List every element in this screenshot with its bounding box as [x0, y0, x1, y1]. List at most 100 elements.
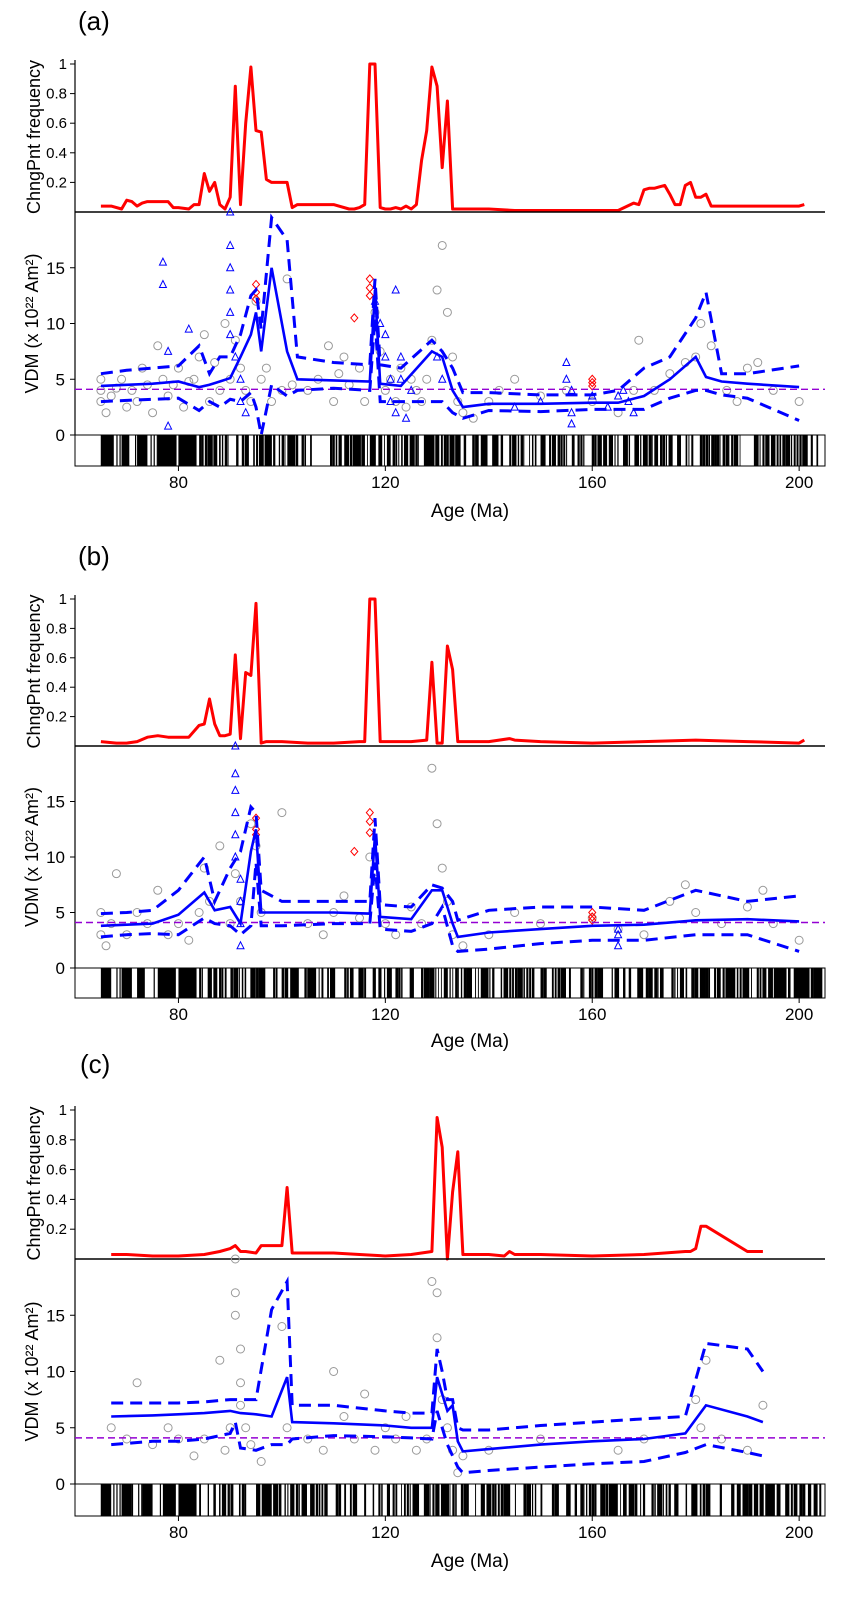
vdm-triangle-point — [567, 407, 576, 417]
vdm-data-point — [329, 1367, 339, 1376]
polarity-stripe — [395, 1484, 398, 1516]
vdm-data-point — [318, 930, 328, 940]
polarity-stripe — [634, 1484, 638, 1516]
polarity-stripe — [807, 968, 810, 998]
vdm-data-point — [132, 1378, 142, 1388]
polarity-stripe — [227, 435, 229, 466]
vdm-triangle-point — [567, 418, 576, 428]
polarity-stripe — [423, 1484, 428, 1516]
polarity-stripe — [614, 435, 616, 466]
polarity-stripe — [813, 968, 817, 998]
polarity-stripe — [435, 435, 440, 466]
polarity-stripe — [788, 1484, 790, 1516]
polarity-stripe — [172, 435, 174, 466]
polarity-stripe — [759, 968, 762, 998]
polarity-stripe — [440, 435, 443, 466]
polarity-stripe — [486, 968, 489, 998]
polarity-stripe — [443, 1484, 448, 1516]
polarity-stripe — [116, 435, 118, 466]
vdm-diamond-point — [365, 827, 374, 838]
vdm-data-point — [722, 385, 732, 395]
polarity-stripe — [768, 968, 772, 998]
vdm-data-point — [432, 819, 442, 829]
polarity-stripe — [705, 435, 709, 466]
polarity-stripe — [492, 968, 495, 998]
x-tick-label: 120 — [371, 1005, 399, 1024]
polarity-stripe — [714, 968, 717, 998]
polarity-stripe — [287, 968, 289, 998]
polarity-stripe — [517, 435, 520, 466]
polarity-stripe — [475, 435, 479, 466]
polarity-stripe — [523, 1484, 527, 1516]
polarity-stripe — [674, 968, 676, 998]
vdm-data-point — [329, 397, 339, 407]
vdm-data-point — [706, 341, 716, 351]
top-y-axis-title: ChngPnt frequency — [24, 60, 44, 214]
polarity-stripe — [526, 968, 529, 998]
polarity-stripe — [426, 968, 430, 998]
vdm-data-point — [432, 285, 442, 295]
polarity-stripe — [500, 968, 503, 998]
polarity-stripe — [216, 435, 218, 466]
polarity-stripe — [406, 1484, 409, 1516]
polarity-stripe — [583, 435, 585, 466]
polarity-stripe — [765, 435, 770, 466]
polarity-stripe — [261, 435, 264, 466]
top-y-tick-label: 0.6 — [46, 650, 67, 667]
vdm-data-point — [458, 1451, 468, 1461]
vdm-triangle-point — [225, 307, 235, 316]
polarity-stripe — [759, 435, 761, 466]
polarity-stripe — [779, 435, 782, 466]
x-tick-label: 160 — [578, 1523, 606, 1542]
polarity-stripe — [128, 1484, 130, 1516]
polarity-stripe — [412, 435, 415, 466]
vdm-triangle-point — [391, 284, 400, 294]
polarity-stripe — [600, 435, 602, 466]
polarity-stripe — [773, 435, 776, 466]
polarity-stripe — [449, 968, 451, 998]
vdm-diamond-point — [588, 915, 597, 926]
vdm-data-point — [484, 930, 494, 940]
vdm-lower-bound-line — [111, 1410, 764, 1475]
vdm-data-point — [665, 896, 675, 906]
polarity-stripe — [125, 435, 127, 466]
vdm-y-tick-label: 0 — [56, 1475, 65, 1494]
polarity-stripe — [543, 435, 546, 466]
polarity-stripe — [623, 1484, 627, 1516]
polarity-stripe — [293, 435, 296, 466]
polarity-stripe — [557, 435, 561, 466]
vdm-triangle-point — [231, 829, 240, 839]
polarity-stripe — [790, 435, 793, 466]
polarity-stripe — [318, 1484, 321, 1516]
polarity-stripe — [631, 1484, 635, 1516]
polarity-stripe — [509, 968, 512, 998]
polarity-stripe — [355, 435, 360, 466]
vdm-data-point — [96, 374, 106, 384]
top-y-tick-label: 0.6 — [46, 1162, 67, 1179]
vdm-data-point — [199, 330, 209, 340]
polarity-stripe — [688, 435, 690, 466]
vdm-data-point — [427, 763, 437, 773]
vdm-data-point — [127, 385, 137, 395]
polarity-stripe — [210, 968, 212, 998]
vdm-data-point — [153, 341, 163, 351]
polarity-stripe — [725, 435, 729, 466]
polarity-stripe — [677, 968, 679, 998]
polarity-stripe — [623, 435, 628, 466]
vdm-data-point — [427, 1277, 437, 1286]
polarity-stripe — [577, 435, 580, 466]
polarity-stripe — [395, 435, 398, 466]
polarity-stripe — [116, 968, 118, 998]
polarity-stripe — [531, 968, 535, 998]
vdm-diamond-point — [365, 290, 374, 301]
polarity-stripe — [512, 968, 514, 998]
polarity-stripe — [560, 968, 565, 998]
vdm-data-point — [742, 902, 752, 912]
polarity-stripe — [566, 1484, 570, 1516]
polarity-stripe — [230, 968, 233, 998]
vdm-data-point — [696, 319, 706, 328]
polarity-stripe — [722, 968, 725, 998]
polarity-stripe — [634, 435, 639, 466]
polarity-stripe — [739, 435, 741, 466]
polarity-stripe — [762, 435, 765, 466]
